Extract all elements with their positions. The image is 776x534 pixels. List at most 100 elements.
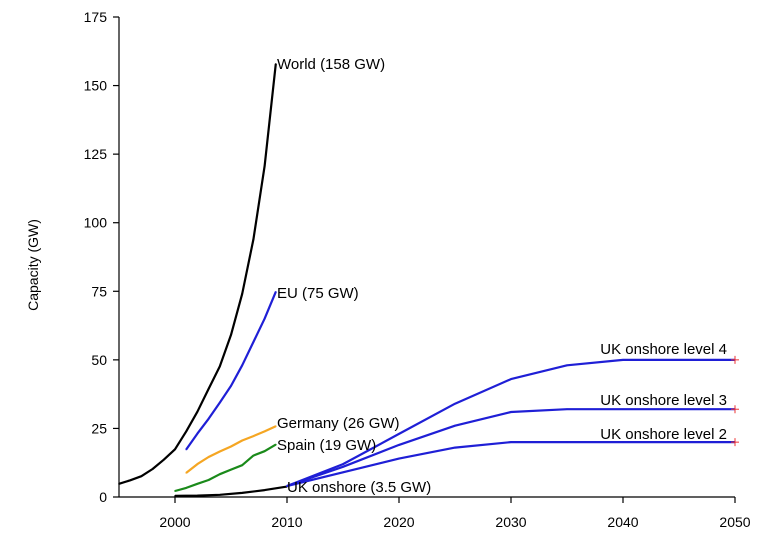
data-point [622,441,624,443]
data-point [219,494,221,496]
data-point [241,439,243,442]
data-point [510,441,512,443]
data-point [252,435,255,437]
series-label: EU (75 GW) [277,285,359,302]
y-tick-label: 75 [91,283,107,299]
data-point [566,364,568,367]
data-point [196,432,199,435]
y-tick-label: 125 [84,146,108,162]
series-line [118,63,277,485]
x-tick-label: 2050 [719,514,750,530]
data-point [207,418,210,420]
data-point [163,458,165,461]
series-label: UK onshore level 4 [600,341,727,358]
data-point [510,411,512,413]
y-tick-label: 0 [99,489,107,505]
data-point [622,359,624,361]
data-point [398,457,400,460]
series-labels: World (158 GW) EU (75 GW) Germany (26 GW) S… [277,56,727,496]
y-tick-label: 25 [91,420,107,436]
data-point [207,388,210,390]
data-point [275,291,277,293]
data-point [263,489,266,491]
series-line [286,441,735,488]
data-point [185,430,187,433]
data-point [207,456,210,458]
data-point [342,463,344,465]
data-point [196,494,199,497]
data-point [566,441,568,443]
data-point [454,424,456,427]
data-point [241,292,243,295]
series-line [185,291,277,451]
data-point [275,425,277,428]
y-tick-label: 100 [84,215,108,231]
data-point [174,495,176,497]
data-point [219,450,221,453]
data-point [185,472,187,474]
data-point [342,471,344,474]
x-tick-label: 2010 [271,514,302,530]
data-point [151,468,154,470]
data-point [185,448,187,451]
data-point [622,408,624,411]
data-point [263,317,266,320]
data-point [252,238,255,241]
data-point [185,487,187,489]
data-point [252,454,255,457]
data-point [140,475,143,477]
data-point [275,63,277,65]
data-point [241,464,243,466]
data-point [129,479,131,482]
data-point [275,443,277,446]
data-point [241,364,243,367]
data-point [196,483,199,485]
y-tick-label: 175 [84,9,108,25]
y-tick-label: 150 [84,78,108,94]
data-point [398,444,400,446]
data-point [230,445,232,448]
series-label: World (158 GW) [277,56,385,73]
data-point [118,483,120,485]
data-point [230,334,232,336]
data-point [342,466,344,468]
series-label: Germany (26 GW) [277,415,400,432]
data-point [263,430,266,433]
y-tick-label: 50 [91,352,107,368]
data-point [286,485,288,487]
series-label: UK onshore (3.5 GW) [287,479,431,496]
data-point [398,433,400,435]
data-point [510,378,512,380]
series-line [174,443,277,493]
x-tick-label: 2030 [495,514,526,530]
series-label: UK onshore level 3 [600,392,727,409]
data-point [230,385,232,387]
data-point [196,463,199,465]
data-point [219,401,221,404]
data-point [252,341,255,343]
series-line [185,425,277,474]
series-layer [118,63,739,497]
series-line [286,358,735,488]
data-point [263,165,266,168]
data-point [454,446,456,449]
data-point [196,410,199,413]
series-line [174,485,288,497]
data-point [230,468,232,471]
data-point [241,492,243,494]
series-label: Spain (19 GW) [277,437,376,454]
data-point [263,450,266,452]
x-tick-label: 2040 [607,514,638,530]
data-point [174,448,176,451]
data-point [207,479,210,481]
x-tick-label: 2000 [159,514,190,530]
y-axis-label: Capacity (GW) [25,219,41,311]
data-point [174,490,176,492]
x-tick-label: 2020 [383,514,414,530]
data-point [454,402,456,405]
data-point [219,365,221,368]
series-line [286,408,735,488]
data-point [219,473,221,476]
series-label: UK onshore level 2 [600,426,727,443]
